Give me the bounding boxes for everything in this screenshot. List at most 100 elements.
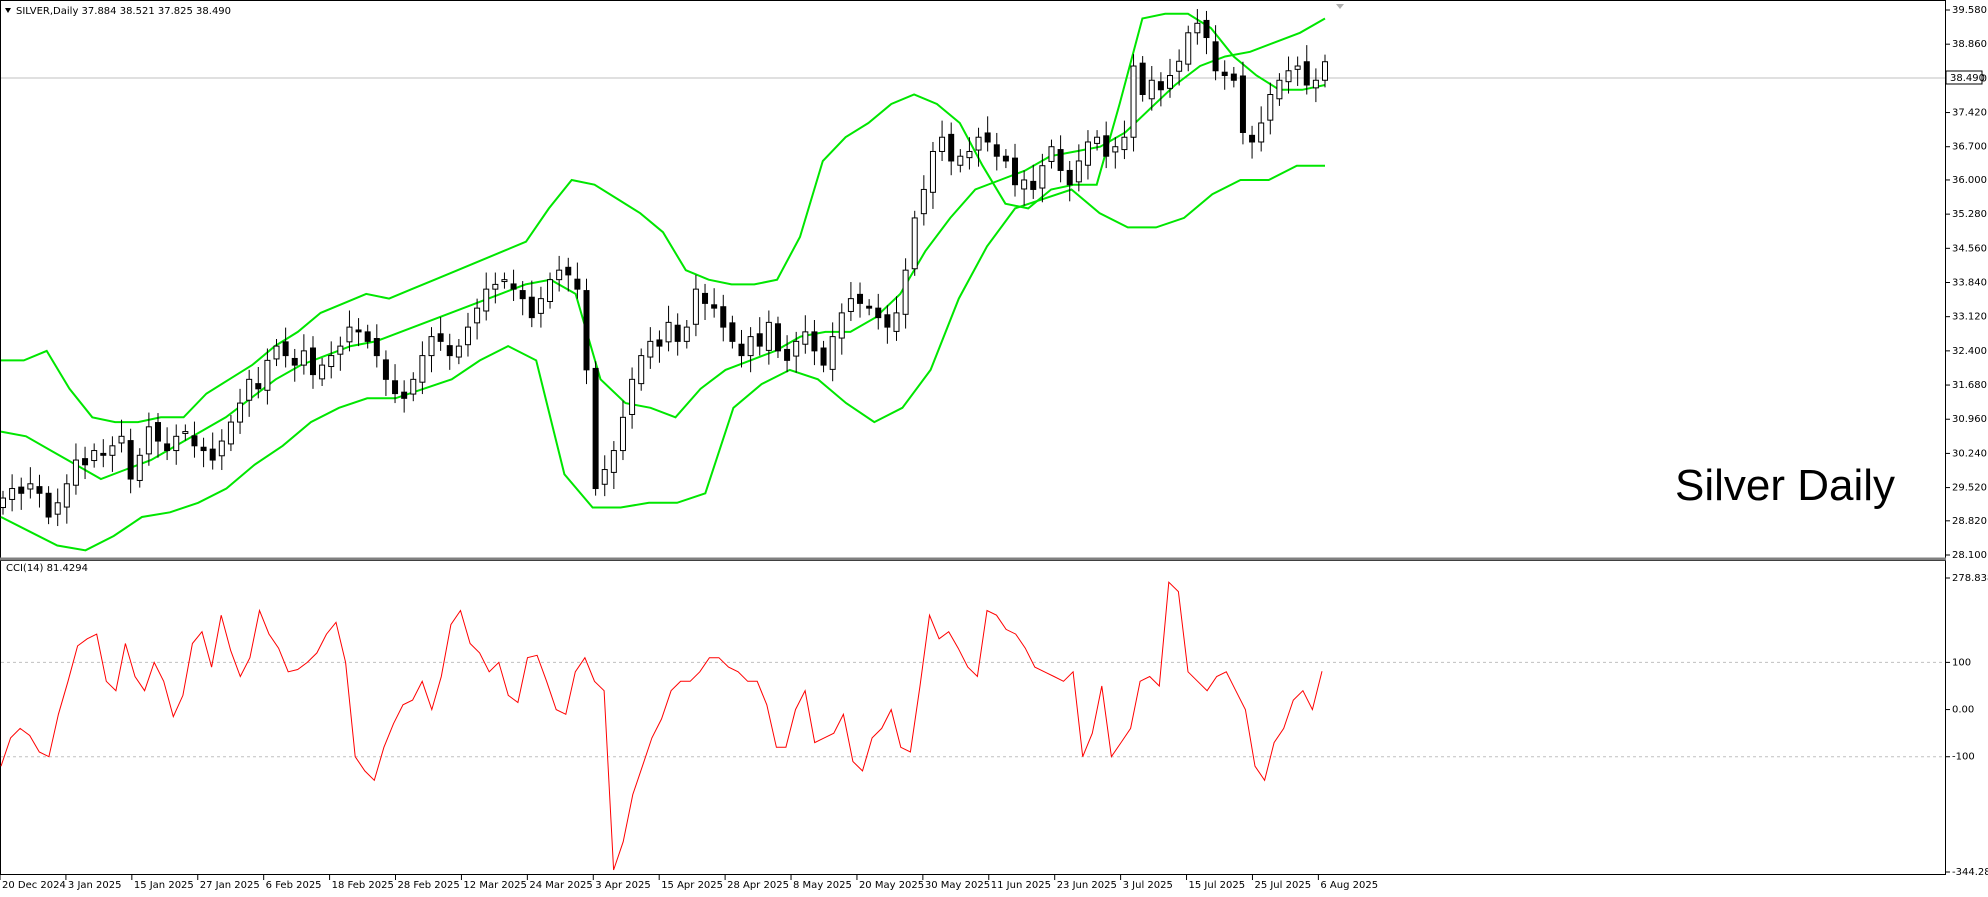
cci-line xyxy=(0,581,1323,871)
candle-body xyxy=(483,288,490,312)
candle-body xyxy=(18,486,25,494)
candle-body xyxy=(136,454,143,481)
price-tick-label: 31.680 xyxy=(1952,380,1987,391)
candle-body xyxy=(1002,155,1009,162)
candle-body xyxy=(364,331,371,342)
candle-body xyxy=(72,459,79,486)
candle xyxy=(1148,66,1155,111)
candle xyxy=(282,327,289,368)
cci-label: CCI(14) 81.4294 xyxy=(6,563,88,574)
cci-tick-label: 278.8385 xyxy=(1952,573,1988,584)
candle xyxy=(364,324,371,349)
candle-body xyxy=(939,136,946,152)
time-tick-label: 15 Apr 2025 xyxy=(661,880,723,891)
candle xyxy=(1002,149,1009,169)
candle-body xyxy=(127,440,134,480)
candle-body xyxy=(747,336,754,357)
candle xyxy=(1167,58,1174,98)
candle xyxy=(428,327,435,373)
candle-body xyxy=(556,269,563,281)
candle-body xyxy=(592,367,599,490)
candle xyxy=(711,288,718,318)
candle xyxy=(82,446,89,480)
candle-body xyxy=(1194,22,1201,34)
time-tick-label: 27 Jan 2025 xyxy=(200,880,260,891)
candle xyxy=(610,441,617,490)
cci-tick-label: 100 xyxy=(1952,657,1971,668)
candle xyxy=(1048,139,1055,169)
candle xyxy=(1139,56,1146,102)
candle xyxy=(674,313,681,356)
candle xyxy=(319,357,326,386)
time-tick-label: 30 May 2025 xyxy=(925,880,990,891)
dropdown-triangle-icon[interactable] xyxy=(5,8,11,13)
candle xyxy=(410,372,417,402)
candle-body xyxy=(464,326,471,346)
candle xyxy=(647,327,654,369)
candle xyxy=(346,310,353,352)
candle-body xyxy=(91,450,98,462)
price-tick-label: 37.420 xyxy=(1952,108,1987,119)
candle xyxy=(893,296,900,341)
candle-body xyxy=(1276,79,1283,100)
candle-body xyxy=(246,378,253,401)
candle xyxy=(747,327,754,373)
candle-body xyxy=(902,269,909,315)
candle-body xyxy=(1066,169,1073,186)
candle-body xyxy=(9,488,16,500)
main-chart-frame xyxy=(0,0,1946,559)
bollinger-upper xyxy=(1,12,1326,424)
candle-body xyxy=(1203,19,1210,39)
candle xyxy=(355,318,362,347)
candle-body xyxy=(255,383,262,390)
candle-body xyxy=(674,324,681,342)
candle xyxy=(273,338,280,367)
candle xyxy=(774,316,781,358)
price-tick-label: 39.580 xyxy=(1952,5,1987,16)
candle-body xyxy=(629,378,636,415)
cci-panel-frame xyxy=(0,560,1946,875)
candle xyxy=(793,331,800,373)
price-axis[interactable]: 39.58038.86038.14037.42036.70036.00035.2… xyxy=(1945,5,1987,561)
candle-body xyxy=(428,336,435,357)
candle xyxy=(1249,125,1256,159)
candle xyxy=(638,348,645,391)
cci-axis[interactable]: 278.8385 100 0.00 -100 -344.283 xyxy=(1945,573,1988,878)
candle xyxy=(227,414,234,452)
candle-body xyxy=(802,331,809,345)
time-axis[interactable]: 20 Dec 2024 3 Jan 2025 15 Jan 2025 27 Jan 2… xyxy=(0,875,1378,891)
candle xyxy=(1322,54,1328,88)
candle xyxy=(1185,25,1192,72)
candle xyxy=(45,486,52,525)
candle xyxy=(1130,54,1137,152)
chart-watermark: Silver Daily xyxy=(1675,461,1895,510)
candle-body xyxy=(182,431,189,434)
time-tick-label: 28 Feb 2025 xyxy=(398,880,460,891)
candle-body xyxy=(191,435,198,447)
time-tick-label: 20 Dec 2024 xyxy=(2,880,66,891)
shift-marker-icon[interactable] xyxy=(1336,4,1344,9)
candle-body xyxy=(738,343,745,357)
price-tick-label: 32.400 xyxy=(1952,346,1987,357)
candle-body xyxy=(838,312,845,339)
candle xyxy=(601,455,608,497)
symbol-header[interactable]: SILVER,Daily 37.884 38.521 37.825 38.490 xyxy=(5,6,231,17)
candle xyxy=(246,369,253,417)
candle xyxy=(63,474,70,524)
candle-body xyxy=(118,435,125,444)
candle xyxy=(911,210,918,276)
candle xyxy=(455,338,462,365)
candle-body xyxy=(282,341,289,357)
candle-body xyxy=(1157,81,1164,91)
candle xyxy=(54,488,61,527)
candle-body xyxy=(929,150,936,193)
candle xyxy=(519,281,526,316)
candle-body xyxy=(27,483,34,490)
candle xyxy=(939,120,946,161)
candle-body xyxy=(492,283,499,290)
candle-body xyxy=(45,492,52,518)
time-tick-label: 15 Jul 2025 xyxy=(1189,880,1246,891)
price-tick-label: 35.280 xyxy=(1952,209,1987,220)
time-tick-label: 11 Jun 2025 xyxy=(991,880,1051,891)
